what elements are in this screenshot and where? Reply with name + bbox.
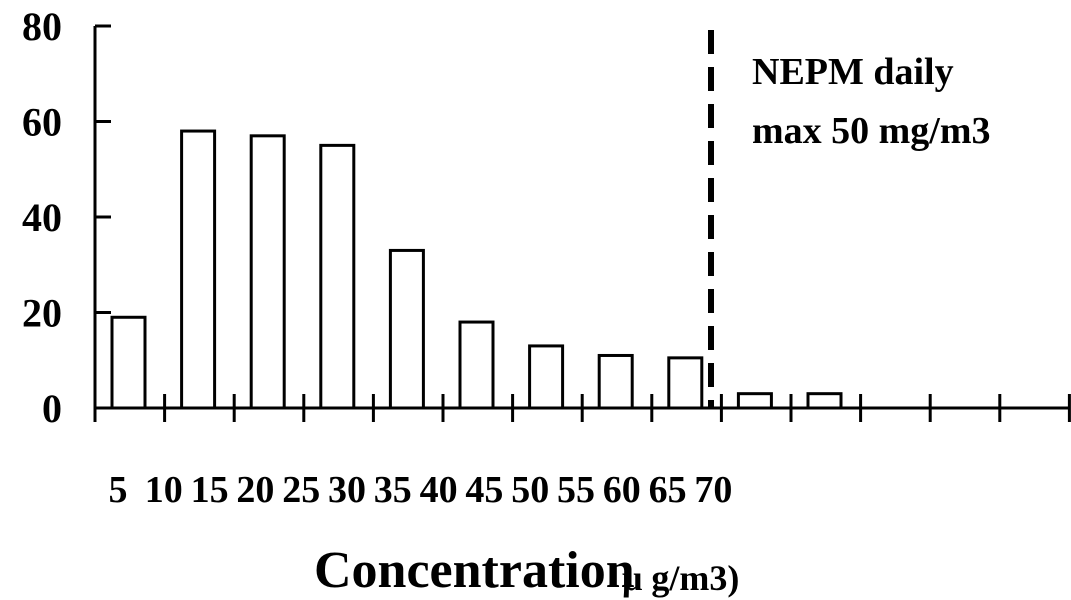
x-axis xyxy=(93,394,1071,422)
x-tick-label: 30 xyxy=(328,469,366,511)
y-tick-label: 20 xyxy=(22,291,62,336)
reference-label-line-2: max 50 mg/m3 xyxy=(752,110,991,152)
x-tick-label: 25 xyxy=(282,469,320,511)
bar xyxy=(736,392,773,410)
bar xyxy=(458,320,495,410)
x-tick-label: 45 xyxy=(465,469,503,511)
bar xyxy=(806,392,843,410)
bar xyxy=(388,248,425,410)
y-tick-label: 60 xyxy=(22,100,62,145)
y-axis xyxy=(93,24,111,410)
bar xyxy=(597,353,634,410)
y-tick-label: 80 xyxy=(22,4,62,49)
x-tick-label: 40 xyxy=(420,469,458,511)
bar xyxy=(667,356,704,410)
reference-label-line-1: NEPM daily xyxy=(752,51,954,93)
bar xyxy=(249,134,286,410)
x-tick-label: 65 xyxy=(649,469,687,511)
x-tick-label: 50 xyxy=(511,469,549,511)
bar xyxy=(528,344,565,410)
y-tick-labels: 0 20 40 60 80 xyxy=(22,4,62,431)
bar xyxy=(180,129,217,410)
x-axis-label: Concentration xyxy=(314,542,635,599)
bar xyxy=(319,143,356,410)
x-tick-label: 35 xyxy=(374,469,412,511)
x-tick-label: 55 xyxy=(557,469,595,511)
y-tick-label: 40 xyxy=(22,195,62,240)
x-tick-label: 60 xyxy=(603,469,641,511)
x-tick-label: 10 xyxy=(145,469,183,511)
x-axis-unit-label: μ g/m3) xyxy=(622,558,739,598)
x-tick-labels: 5 10 15 20 25 30 35 40 45 50 55 60 65 70 xyxy=(109,469,733,511)
x-tick-label: 20 xyxy=(236,469,274,511)
x-tick-label: 70 xyxy=(694,469,732,511)
x-tick-label: 5 xyxy=(109,469,128,511)
x-tick-label: 15 xyxy=(191,469,229,511)
y-tick-label: 0 xyxy=(42,386,62,431)
bars xyxy=(110,129,843,410)
bar xyxy=(110,315,147,410)
